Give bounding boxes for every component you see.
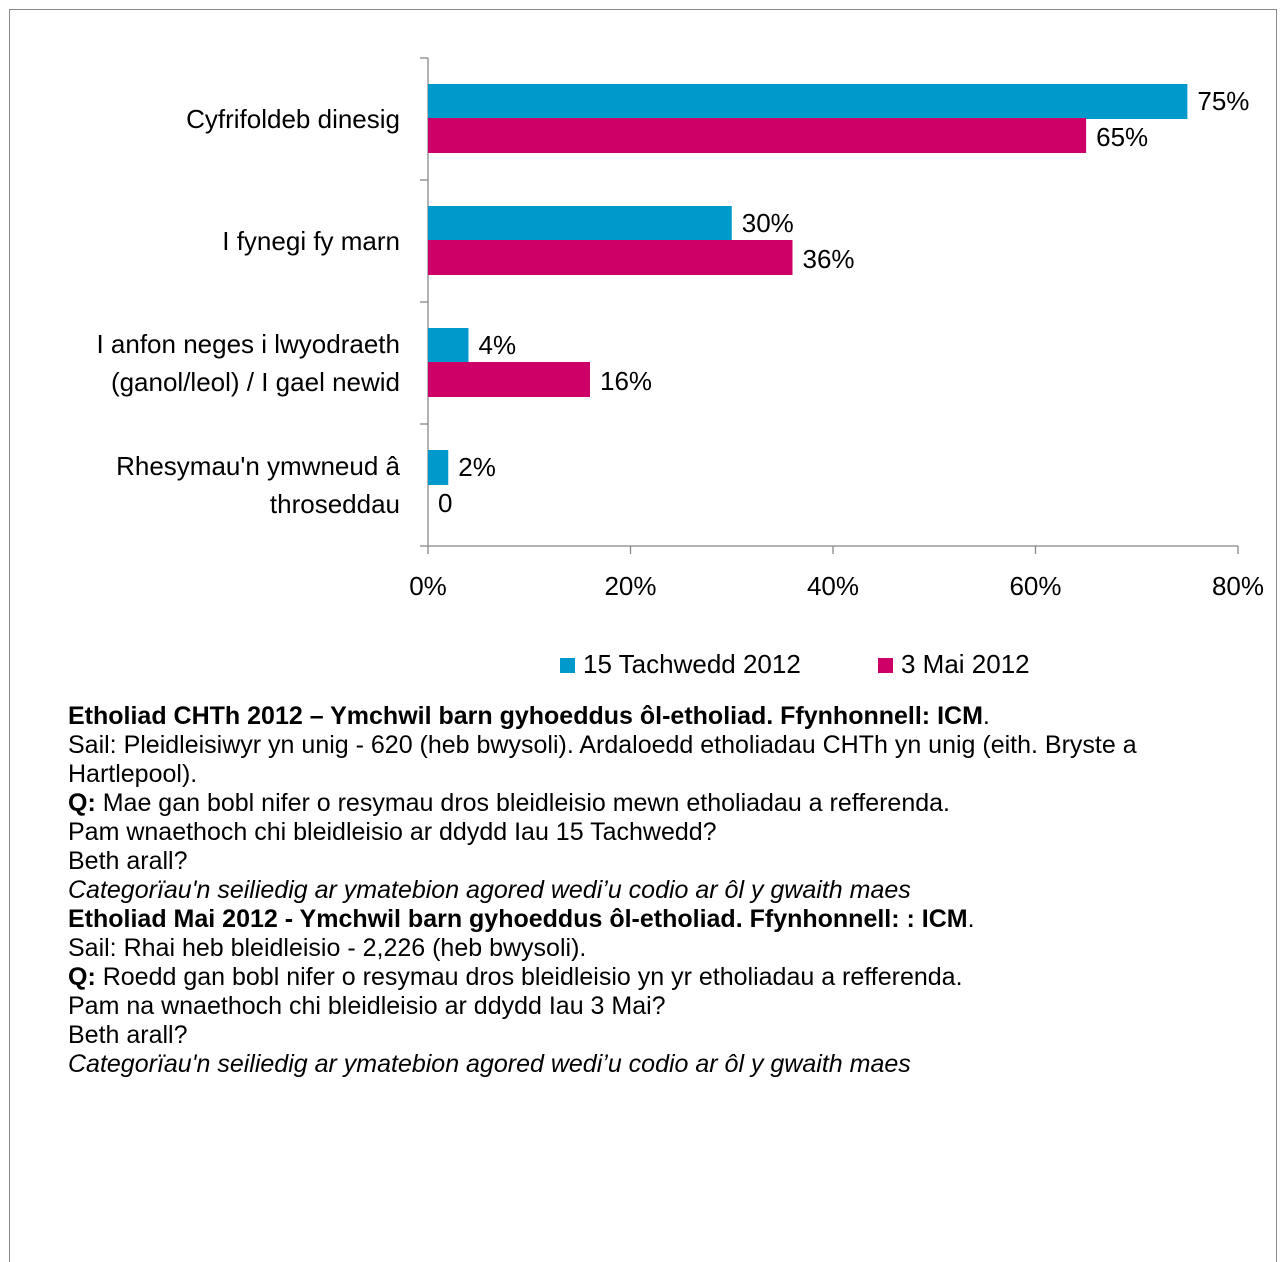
- bar: [428, 240, 793, 275]
- note-text: Mae gan bobl nifer o resymau dros bleidl…: [95, 789, 950, 817]
- note-line: Beth arall?: [68, 1021, 1243, 1050]
- note-text: Beth arall?: [68, 847, 188, 875]
- note-text: .: [982, 702, 990, 730]
- value-label: 16%: [600, 366, 652, 396]
- bar: [428, 118, 1087, 153]
- category-label: Cyfrifoldeb dinesig: [186, 104, 400, 134]
- note-line: Etholiad CHTh 2012 – Ymchwil barn gyhoed…: [68, 702, 1243, 731]
- note-line: Pam wnaethoch chi bleidleisio ar ddydd I…: [68, 818, 1243, 847]
- note-line: Categorïau'n seiliedig ar ymatebion agor…: [68, 876, 1243, 905]
- value-label: 0: [438, 488, 452, 518]
- bar: [428, 206, 732, 241]
- note-text: Sail: Rhai heb bleidleisio - 2,226 (heb …: [68, 934, 587, 962]
- legend-label: 15 Tachwedd 2012: [583, 649, 801, 679]
- category-label: I fynegi fy marn: [222, 226, 400, 256]
- note-line: Etholiad Mai 2012 - Ymchwil barn gyhoedd…: [68, 905, 1243, 934]
- bar: [428, 84, 1188, 119]
- note-italic: Categorïau'n seiliedig ar ymatebion agor…: [68, 876, 911, 904]
- note-text: Beth arall?: [68, 1021, 188, 1049]
- value-label: 30%: [742, 208, 794, 238]
- bar: [428, 362, 590, 397]
- legend-label: 3 Mai 2012: [901, 649, 1030, 679]
- bar: [428, 328, 469, 363]
- value-label: 75%: [1197, 86, 1249, 116]
- note-line: Sail: Rhai heb bleidleisio - 2,226 (heb …: [68, 934, 1243, 963]
- frame: [9, 9, 1277, 1262]
- legend-swatch: [560, 658, 575, 673]
- note-line: Sail: Pleidleisiwyr yn unig - 620 (heb b…: [68, 731, 1243, 789]
- bar: [428, 450, 449, 485]
- x-tick-label: 0%: [409, 571, 447, 601]
- note-text: Roedd gan bobl nifer o resymau dros blei…: [95, 963, 963, 991]
- notes: Etholiad CHTh 2012 – Ymchwil barn gyhoed…: [68, 702, 1243, 1079]
- x-tick-label: 80%: [1212, 571, 1264, 601]
- x-tick-label: 60%: [1009, 571, 1061, 601]
- category-label: Rhesymau'n ymwneud â throseddau: [116, 451, 400, 519]
- x-tick-label: 20%: [604, 571, 656, 601]
- x-tick-label: 40%: [807, 571, 859, 601]
- category-label: I anfon neges i lwyodraeth (ganol/leol) …: [96, 329, 400, 397]
- note-text: Pam na wnaethoch chi bleidleisio ar ddyd…: [68, 992, 666, 1020]
- note-line: Beth arall?: [68, 847, 1243, 876]
- note-bold: Etholiad Mai 2012 - Ymchwil barn gyhoedd…: [68, 905, 968, 933]
- note-line: Pam na wnaethoch chi bleidleisio ar ddyd…: [68, 992, 1243, 1021]
- legend-swatch: [878, 658, 893, 673]
- note-bold: Q:: [68, 789, 96, 817]
- value-label: 36%: [803, 244, 855, 274]
- note-text: .: [967, 905, 975, 933]
- value-label: 4%: [479, 330, 517, 360]
- note-text: Pam wnaethoch chi bleidleisio ar ddydd I…: [68, 818, 717, 846]
- note-bold: Etholiad CHTh 2012 – Ymchwil barn gyhoed…: [68, 702, 983, 730]
- note-italic: Categorïau'n seiliedig ar ymatebion agor…: [68, 1050, 911, 1078]
- value-label: 2%: [458, 452, 496, 482]
- note-line: Categorïau'n seiliedig ar ymatebion agor…: [68, 1050, 1243, 1079]
- note-line: Q: Roedd gan bobl nifer o resymau dros b…: [68, 963, 1243, 992]
- note-bold: Q:: [68, 963, 96, 991]
- note-text: Sail: Pleidleisiwyr yn unig - 620 (heb b…: [68, 731, 1137, 788]
- note-line: Q: Mae gan bobl nifer o resymau dros ble…: [68, 789, 1243, 818]
- value-label: 65%: [1096, 122, 1148, 152]
